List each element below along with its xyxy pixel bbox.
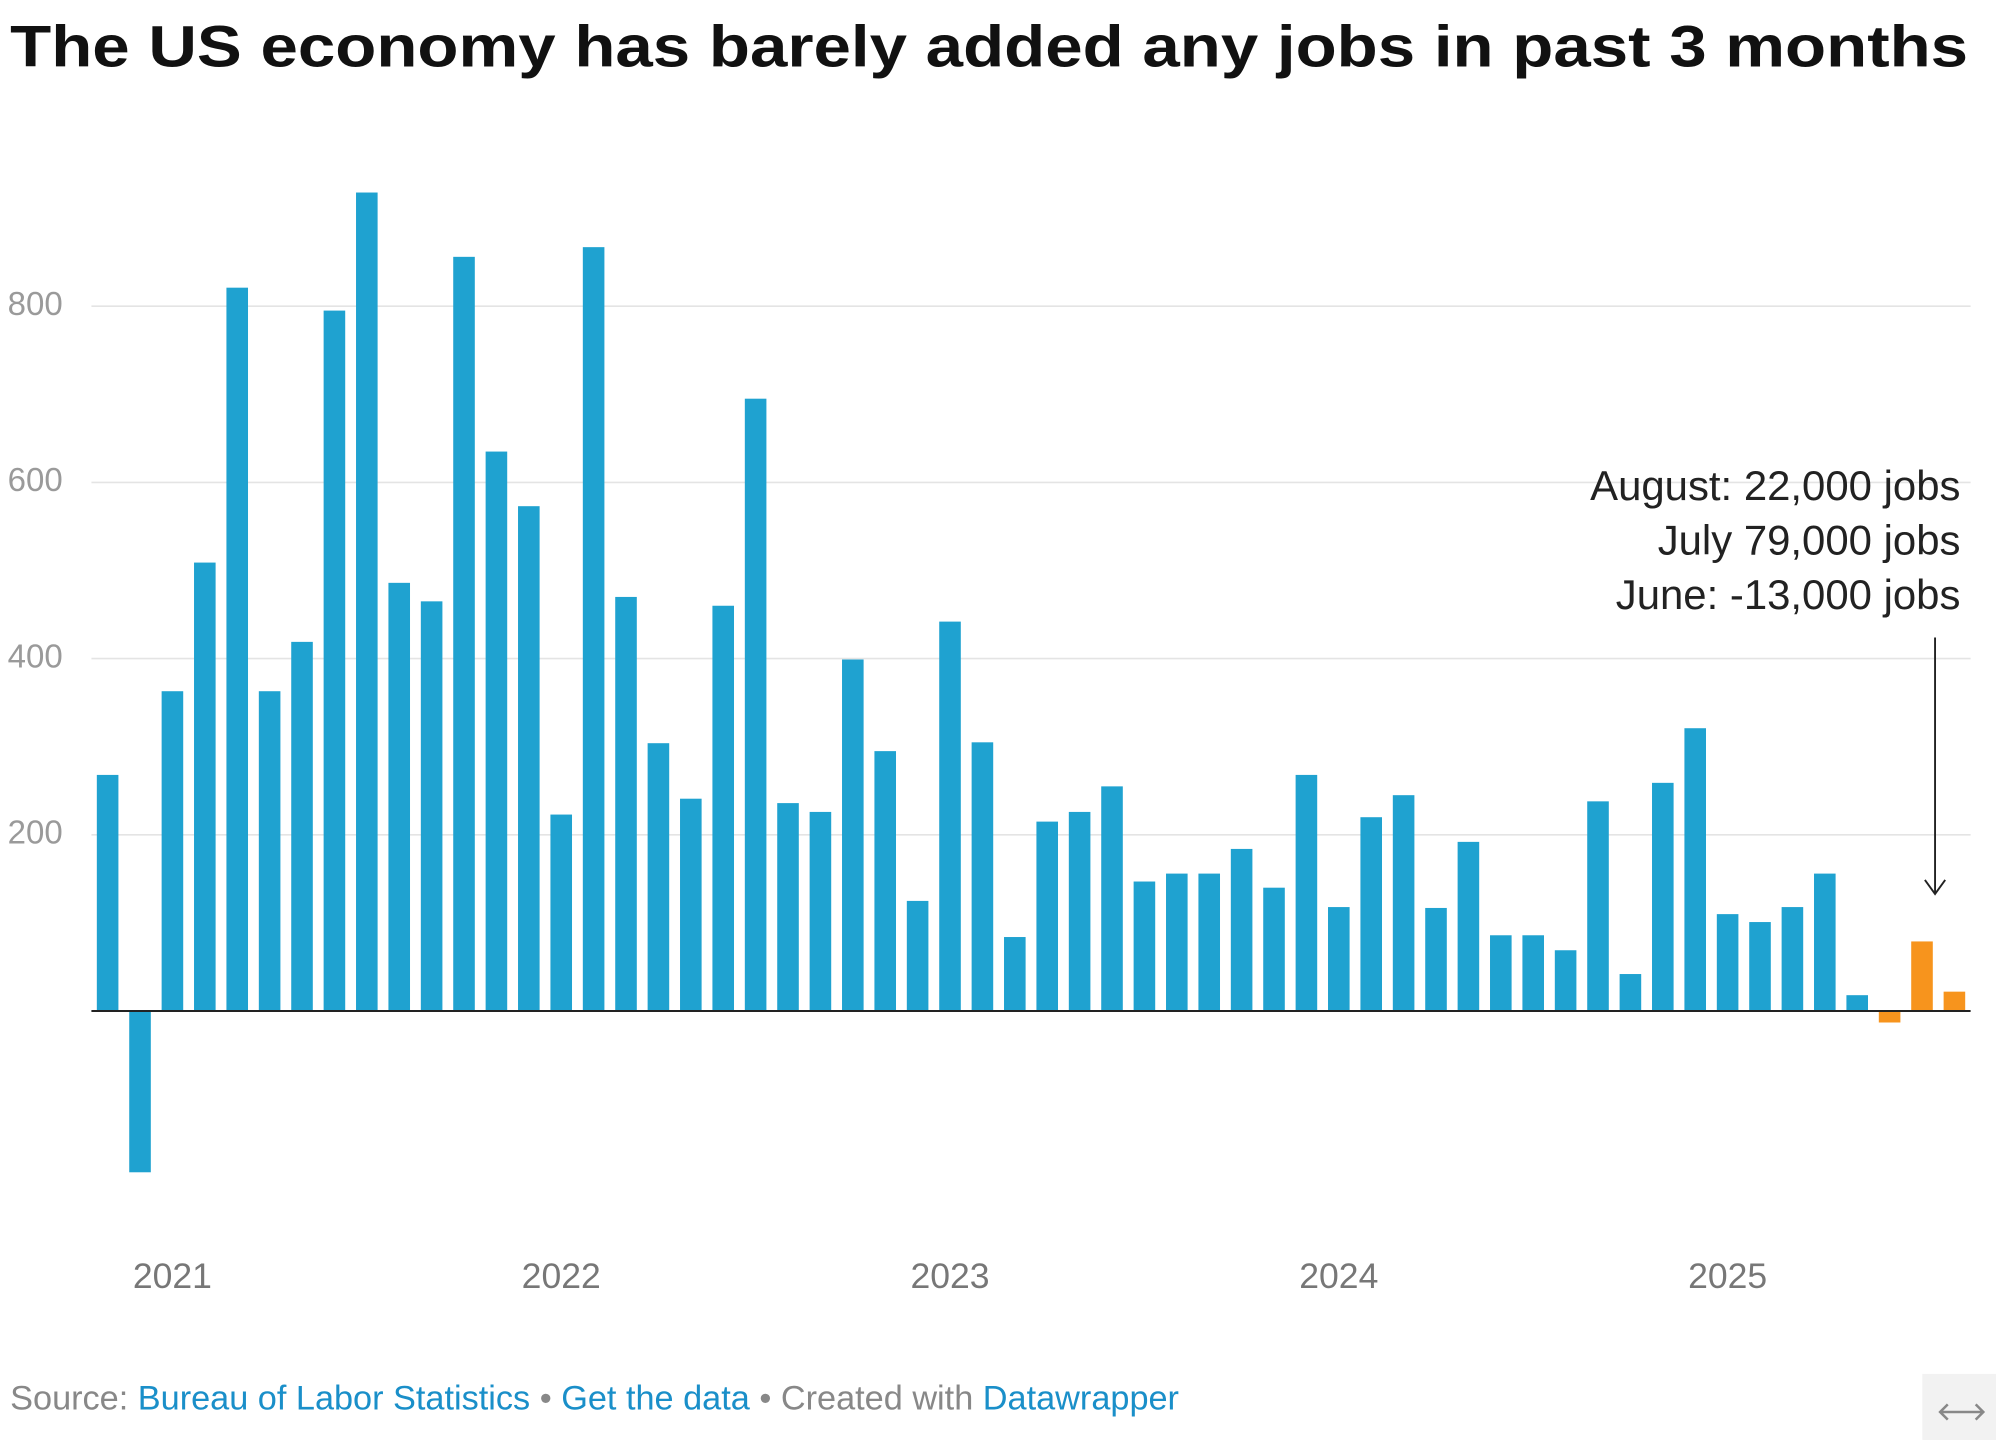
created-with: Created with (781, 1380, 973, 1418)
bar (161, 691, 184, 1012)
bar (809, 811, 832, 1012)
bar (129, 1011, 151, 1173)
bar (388, 582, 411, 1012)
arrow-head (1924, 879, 1946, 896)
separator: • (540, 1380, 552, 1418)
chart-title: The US economy has barely added any jobs… (10, 14, 1968, 79)
bar (550, 814, 573, 1012)
x-tick-label: 2023 (910, 1256, 989, 1296)
bar (1490, 935, 1512, 1012)
bar (1392, 795, 1415, 1012)
bar (485, 451, 508, 1012)
bar (323, 310, 346, 1012)
get-data-link[interactable]: Get the data (561, 1380, 751, 1418)
bar (518, 506, 540, 1012)
bar (1036, 821, 1059, 1012)
bar (744, 398, 767, 1012)
separator: • (759, 1380, 771, 1418)
bar (1652, 782, 1674, 1012)
bar (258, 691, 281, 1012)
bar (1587, 801, 1609, 1012)
bar (1360, 817, 1383, 1012)
source-label: Source: (10, 1380, 128, 1418)
bar (1068, 811, 1091, 1012)
bar (453, 256, 475, 1012)
bar (1943, 991, 1966, 1012)
datawrapper-link[interactable]: Datawrapper (983, 1380, 1179, 1418)
x-tick-label: 2022 (522, 1256, 601, 1296)
bar (420, 601, 443, 1012)
annotation-text: July 79,000 jobs (1658, 517, 1961, 564)
x-tick-label: 2025 (1688, 1256, 1767, 1296)
bar (1846, 995, 1868, 1012)
bar (680, 798, 702, 1012)
bar (226, 287, 249, 1012)
source-link[interactable]: Bureau of Labor Statistics (138, 1380, 530, 1418)
bar (1749, 922, 1771, 1012)
bar (1425, 907, 1447, 1012)
bar (1878, 1011, 1901, 1023)
y-tick-label: 600 (8, 461, 63, 498)
bar (1781, 907, 1804, 1012)
bar (1230, 848, 1253, 1012)
bar (874, 751, 897, 1012)
bar (647, 743, 670, 1012)
bar (1554, 950, 1577, 1012)
annotation: August: 22,000 jobs July 79,000 jobs June:… (1590, 462, 1960, 618)
y-tick-label: 200 (8, 814, 63, 851)
bar (1263, 887, 1285, 1012)
bar (1619, 974, 1642, 1012)
resize-icon (1938, 1403, 1986, 1421)
bar (1911, 941, 1933, 1012)
bar (1522, 935, 1545, 1012)
bar (842, 659, 864, 1012)
bar (1716, 914, 1739, 1012)
bar (1004, 937, 1026, 1012)
bar (1814, 873, 1836, 1012)
bar (291, 641, 313, 1012)
bar (1457, 841, 1480, 1012)
bar (1133, 881, 1156, 1012)
grid: 200 400 600 800 2021 2022 2023 2024 2025 (8, 285, 1971, 1296)
bar (1101, 786, 1123, 1012)
x-tick-label: 2024 (1299, 1256, 1378, 1296)
y-tick-label: 400 (8, 637, 63, 674)
bar (582, 247, 605, 1012)
bar (194, 562, 216, 1012)
bar (1684, 728, 1707, 1012)
x-tick-label: 2021 (133, 1256, 212, 1296)
bar (1328, 907, 1350, 1012)
resize-button[interactable] (1922, 1373, 1996, 1440)
bar (971, 742, 994, 1012)
bar (1295, 774, 1318, 1012)
bar (96, 774, 119, 1012)
bar (906, 900, 929, 1012)
bar (356, 192, 378, 1012)
annotation-text: August: 22,000 jobs (1590, 462, 1960, 509)
bar (712, 605, 735, 1012)
bar (1166, 873, 1188, 1012)
bar (777, 803, 799, 1012)
annotation-text: June: -13,000 jobs (1616, 571, 1961, 618)
bar (1198, 873, 1221, 1012)
bar (615, 596, 637, 1012)
footer: Source: Bureau of Labor Statistics • Get… (10, 1380, 1179, 1418)
bars (96, 192, 1966, 1173)
y-tick-label: 800 (8, 285, 63, 322)
bar (939, 621, 961, 1012)
